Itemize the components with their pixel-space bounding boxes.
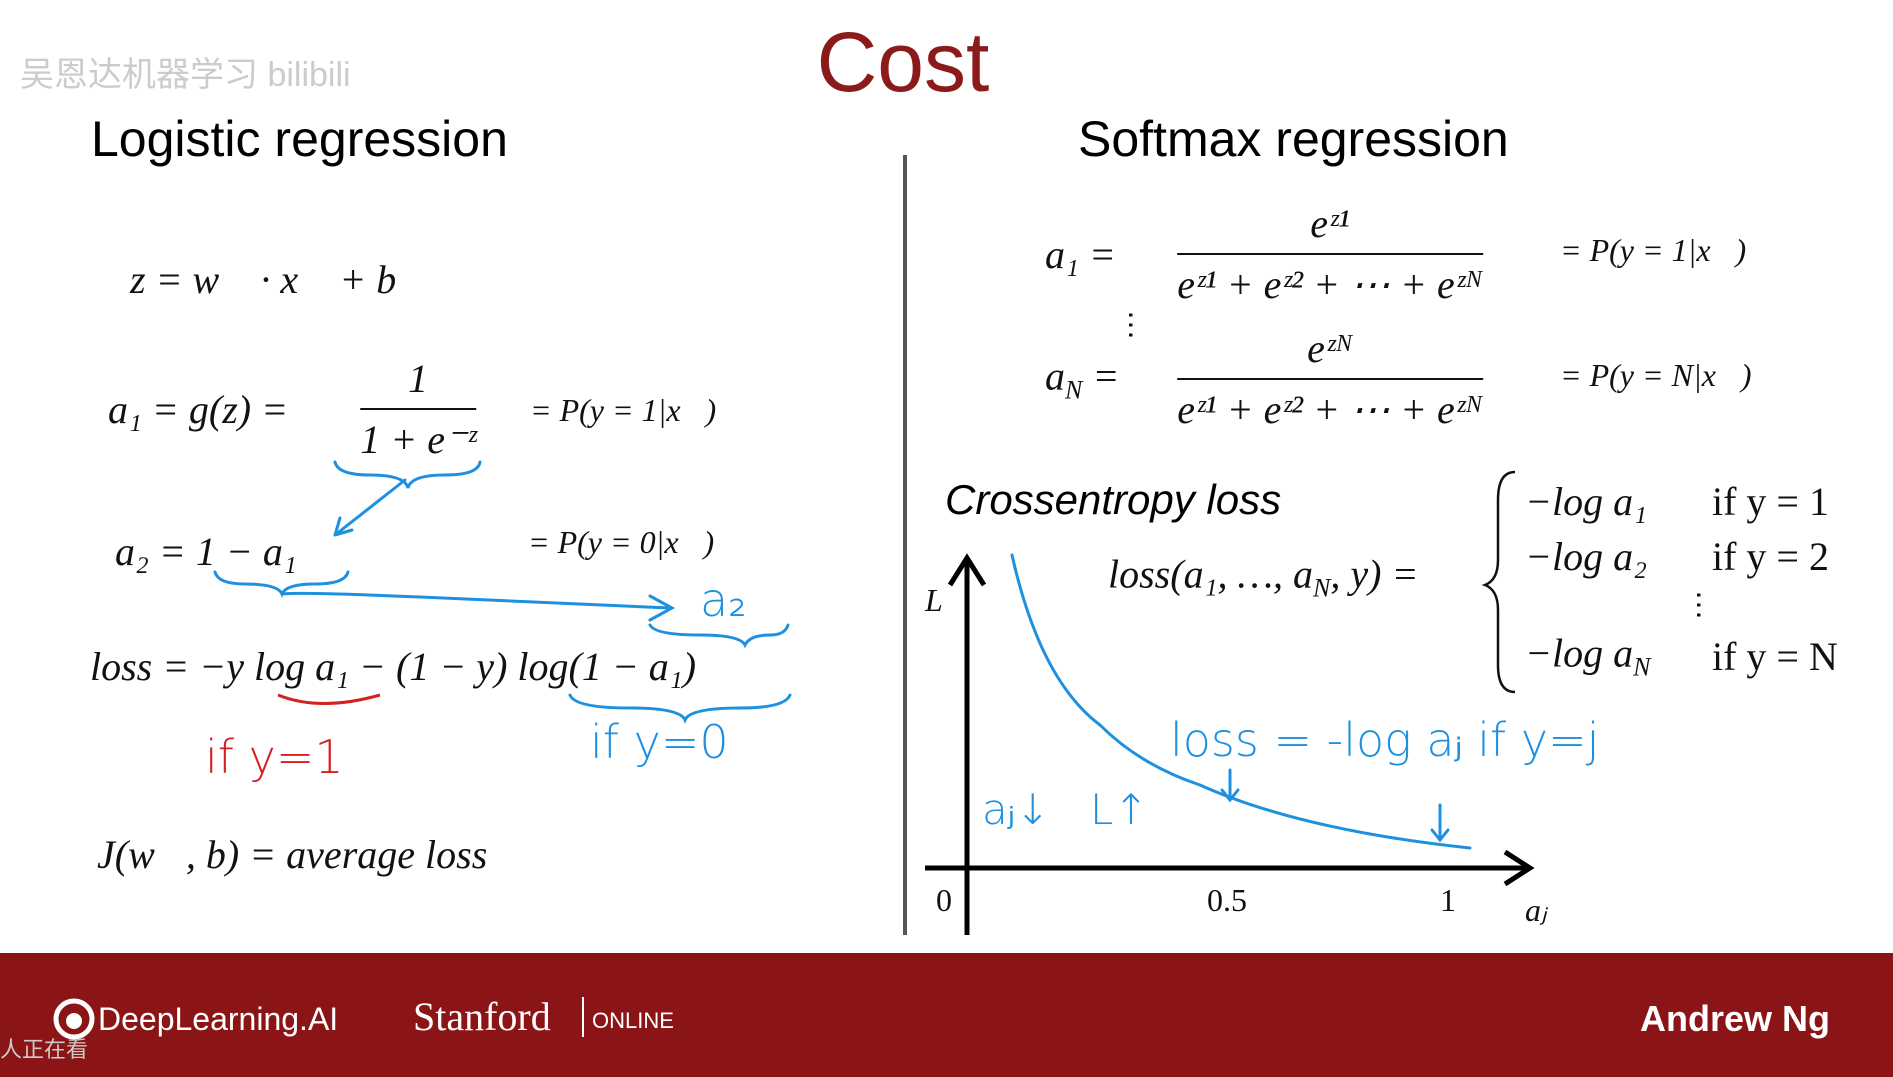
brace xyxy=(333,460,482,489)
arrow xyxy=(280,591,676,622)
fraction: eᶻᴺ eᶻ¹ + eᶻ² + ⋯ + eᶻᴺ xyxy=(1177,325,1483,433)
case-cond: if y = 2 xyxy=(1712,534,1829,579)
subscript: N xyxy=(1065,375,1083,405)
heading: Softmax regression xyxy=(1078,111,1509,167)
equation: a₂ = 1 − a₁ xyxy=(115,529,297,574)
arrow xyxy=(1220,768,1450,843)
equals: = xyxy=(1092,353,1120,399)
brace xyxy=(213,570,350,599)
logo xyxy=(53,998,95,1040)
title: Cost xyxy=(816,15,990,109)
subscript: N xyxy=(1633,652,1651,682)
arrow xyxy=(333,478,407,537)
partner: Stanford xyxy=(413,994,551,1039)
text: , y) = xyxy=(1330,551,1419,597)
equation: = P(y = 0|x⃗) xyxy=(528,524,715,560)
watermark: 吴恩达机器学习 bilibili xyxy=(20,56,351,94)
x-axis-label: aⱼ xyxy=(1525,892,1547,928)
brand: DeepLearning.AI xyxy=(98,1001,339,1037)
separator xyxy=(582,997,584,1037)
denominator: eᶻ¹ + eᶻ² + ⋯ + eᶻᴺ xyxy=(1177,378,1483,433)
case-expr: −log a₂ xyxy=(1525,534,1648,579)
denominator: 1 + e⁻ᶻ xyxy=(360,408,476,463)
vdots: ⋯ xyxy=(1114,310,1147,340)
divider xyxy=(903,155,907,935)
subscript: N xyxy=(1313,573,1331,603)
equation: = P(y = 1|x⃗) xyxy=(530,392,717,428)
equation: loss = −y log a₁ − (1 − y) log(1 − a₁) xyxy=(90,644,697,689)
handwritten-note: L↑ xyxy=(1090,785,1149,834)
x-tick-label: 1 xyxy=(1440,882,1456,918)
text: loss(a₁, …, a xyxy=(1108,551,1314,597)
text: −log a xyxy=(1525,630,1634,676)
brace xyxy=(1481,470,1516,694)
equation: = P(y = N|x⃗) xyxy=(1560,357,1752,393)
numerator: eᶻᴺ xyxy=(1307,326,1353,371)
case-expr: −log aN xyxy=(1525,630,1651,682)
numerator: eᶻ¹ xyxy=(1310,201,1350,246)
vdots: ⋯ xyxy=(1682,590,1715,620)
x-tick-label: 0.5 xyxy=(1207,882,1247,918)
case-expr: −log a₁ xyxy=(1525,479,1648,524)
equation: loss(a₁, …, aN, y) = xyxy=(1108,551,1419,603)
var: a xyxy=(1045,353,1065,399)
x-axis xyxy=(925,849,1535,887)
brace xyxy=(648,623,790,649)
equation: z = w⃗ · x⃗ + b xyxy=(130,257,397,302)
y-axis xyxy=(947,553,987,935)
fraction: eᶻ¹ eᶻ¹ + eᶻ² + ⋯ + eᶻᴺ xyxy=(1177,200,1483,308)
equation: a₁ = g(z) = xyxy=(108,387,289,432)
handwritten-note: loss = -log aⱼ if y=j xyxy=(1170,713,1600,767)
handwritten-note: aⱼ↓ xyxy=(982,785,1051,834)
equation: a₁ = xyxy=(1045,232,1116,277)
y-axis-label: L xyxy=(925,582,943,618)
equation: J(w⃗, b) = average loss xyxy=(97,832,488,877)
underline xyxy=(277,693,381,705)
loss-title: Crossentropy loss xyxy=(945,476,1282,523)
partner-sub: ONLINE xyxy=(592,1008,674,1033)
equation: aN = xyxy=(1045,353,1120,405)
case-cond: if y = N xyxy=(1712,634,1838,679)
footer: DeepLearning.AI Stanford ONLINE Andrew N… xyxy=(0,953,1893,1077)
handwritten-note: if y=0 xyxy=(590,715,729,769)
fraction: 1 1 + e⁻ᶻ xyxy=(360,355,476,463)
equation: = P(y = 1|x⃗) xyxy=(1560,232,1747,268)
presenter: Andrew Ng xyxy=(1639,998,1830,1039)
heading: Logistic regression xyxy=(91,111,508,167)
denominator: eᶻ¹ + eᶻ² + ⋯ + eᶻᴺ xyxy=(1177,253,1483,308)
case-cond: if y = 1 xyxy=(1712,479,1829,524)
handwritten-note: if y=1 xyxy=(205,730,344,784)
numerator: 1 xyxy=(408,356,428,401)
overlay: 人正在看 xyxy=(0,1037,89,1062)
x-tick-label: 0 xyxy=(936,882,952,918)
handwritten-note: a₂ xyxy=(700,573,747,627)
